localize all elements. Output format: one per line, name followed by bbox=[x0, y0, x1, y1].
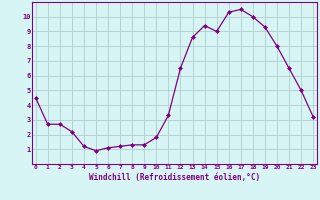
X-axis label: Windchill (Refroidissement éolien,°C): Windchill (Refroidissement éolien,°C) bbox=[89, 173, 260, 182]
